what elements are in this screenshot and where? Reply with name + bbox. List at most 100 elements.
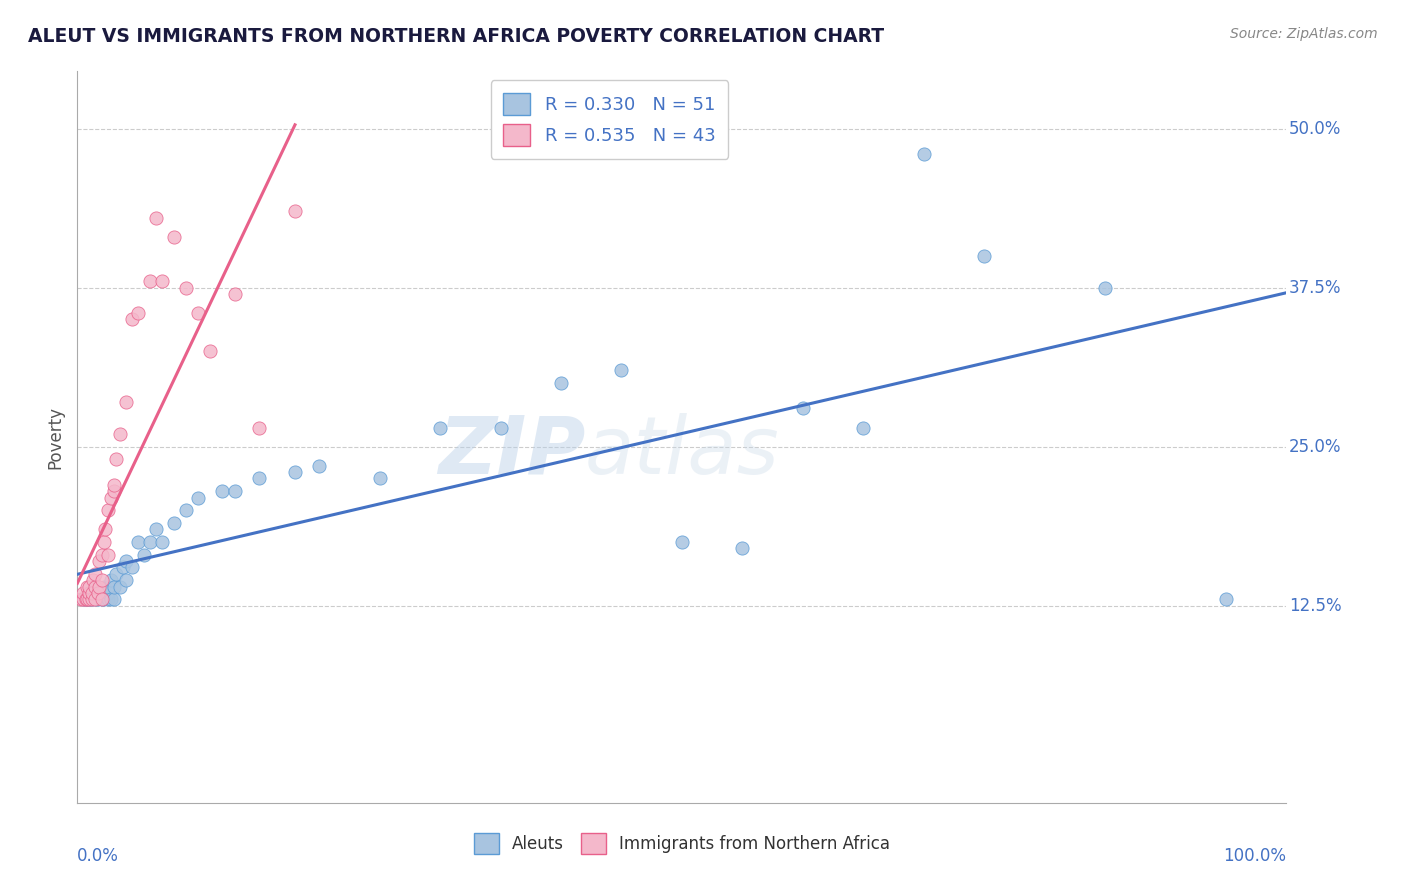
Point [87, 592, 110, 607]
Point [121, 560, 143, 574]
Point [76, 592, 98, 607]
Point [82, 573, 104, 587]
Point [79, 586, 101, 600]
Text: 37.5%: 37.5% [1289, 278, 1341, 297]
Point [100, 491, 122, 505]
Point [489, 420, 512, 434]
Point [145, 211, 167, 225]
Text: ZIP: ZIP [437, 413, 585, 491]
Point [105, 452, 128, 467]
Text: 0.0%: 0.0% [77, 847, 120, 864]
Point [247, 471, 270, 485]
Point [80, 592, 103, 607]
Point [145, 522, 167, 536]
Point [72, 586, 94, 600]
Text: 25.0%: 25.0% [1289, 438, 1341, 456]
Point [100, 573, 122, 587]
Point [368, 471, 391, 485]
Point [792, 401, 814, 416]
Point [114, 554, 136, 568]
Point [87, 580, 110, 594]
Point [90, 592, 112, 607]
Point [76, 592, 98, 607]
Point [163, 229, 186, 244]
Point [550, 376, 572, 390]
Point [96, 580, 118, 594]
Point [72, 592, 94, 607]
Point [72, 592, 94, 607]
Point [90, 586, 112, 600]
Point [87, 586, 110, 600]
Point [187, 306, 209, 320]
Point [429, 420, 451, 434]
Point [127, 535, 149, 549]
Point [96, 592, 118, 607]
Point [87, 586, 110, 600]
Point [80, 592, 103, 607]
Point [108, 426, 131, 441]
Point [121, 312, 143, 326]
Point [112, 560, 135, 574]
Point [105, 566, 128, 581]
Point [224, 484, 246, 499]
Point [76, 580, 98, 594]
Point [84, 580, 107, 594]
Point [114, 395, 136, 409]
Point [139, 274, 162, 288]
Point [93, 535, 115, 549]
Point [87, 554, 110, 568]
Text: Source: ZipAtlas.com: Source: ZipAtlas.com [1230, 27, 1378, 41]
Point [224, 287, 246, 301]
Text: atlas: atlas [585, 413, 780, 491]
Point [163, 516, 186, 530]
Point [70, 592, 93, 607]
Point [94, 522, 117, 536]
Y-axis label: Poverty: Poverty [46, 406, 65, 468]
Point [1215, 592, 1237, 607]
Point [100, 592, 122, 607]
Point [852, 420, 875, 434]
Point [127, 306, 149, 320]
Point [912, 147, 935, 161]
Legend: Aleuts, Immigrants from Northern Africa: Aleuts, Immigrants from Northern Africa [467, 827, 897, 860]
Point [132, 548, 155, 562]
Point [671, 535, 693, 549]
Point [211, 484, 233, 499]
Point [610, 363, 633, 377]
Point [973, 249, 995, 263]
Point [96, 586, 118, 600]
Point [93, 580, 115, 594]
Point [90, 573, 112, 587]
Point [103, 484, 125, 499]
Point [108, 580, 131, 594]
Text: ALEUT VS IMMIGRANTS FROM NORTHERN AFRICA POVERTY CORRELATION CHART: ALEUT VS IMMIGRANTS FROM NORTHERN AFRICA… [28, 27, 884, 45]
Point [731, 541, 754, 556]
Point [90, 592, 112, 607]
Point [93, 592, 115, 607]
Point [79, 592, 101, 607]
Text: 50.0%: 50.0% [1289, 120, 1341, 137]
Point [84, 592, 107, 607]
Point [90, 548, 112, 562]
Point [84, 580, 107, 594]
Point [150, 274, 173, 288]
Point [200, 344, 222, 359]
Point [80, 586, 103, 600]
Point [174, 280, 197, 294]
Point [150, 535, 173, 549]
Point [247, 420, 270, 434]
Point [284, 204, 307, 219]
Point [284, 465, 307, 479]
Point [79, 592, 101, 607]
Point [79, 580, 101, 594]
Point [84, 592, 107, 607]
Point [1094, 280, 1116, 294]
Point [139, 535, 162, 549]
Point [103, 477, 125, 491]
Point [84, 566, 107, 581]
Point [96, 503, 118, 517]
Point [308, 458, 330, 473]
Text: 100.0%: 100.0% [1223, 847, 1286, 864]
Text: 12.5%: 12.5% [1289, 597, 1341, 615]
Point [96, 548, 118, 562]
